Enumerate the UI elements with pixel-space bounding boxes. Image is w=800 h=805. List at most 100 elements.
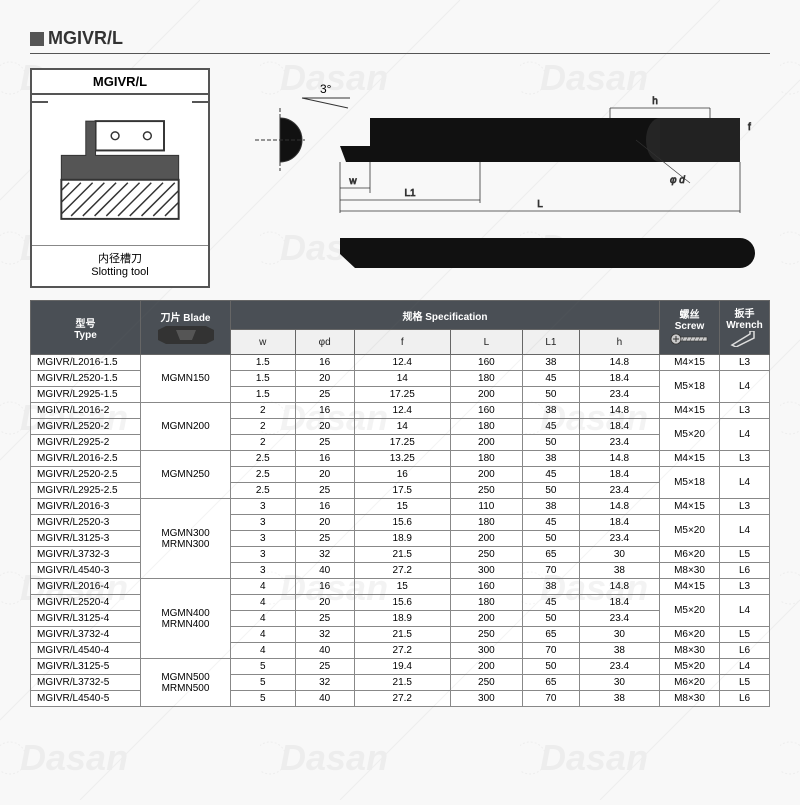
cell-spec: 13.25: [354, 451, 450, 467]
cell-spec: 4: [231, 595, 296, 611]
cell-spec: 21.5: [354, 547, 450, 563]
cell-wrench: L4: [720, 659, 770, 675]
cell-type: MGIVR/L2925-1.5: [31, 387, 141, 403]
cell-spec: 250: [450, 483, 522, 499]
spec-col-header: w: [231, 330, 296, 355]
cell-spec: 38: [579, 643, 659, 659]
table-row: MGIVR/L2016-1.5MGMN1501.51612.41603814.8…: [31, 355, 770, 371]
cell-screw: M8×30: [660, 563, 720, 579]
svg-text:L: L: [537, 199, 543, 210]
cell-spec: 17.25: [354, 387, 450, 403]
cell-spec: 180: [450, 371, 522, 387]
cell-screw: M8×30: [660, 643, 720, 659]
cell-spec: 70: [523, 691, 580, 707]
table-row: MGIVR/L3125-5MGMN500 MRMN50052519.420050…: [31, 659, 770, 675]
cell-spec: 27.2: [354, 691, 450, 707]
svg-text:L1: L1: [404, 188, 416, 199]
cell-wrench: L3: [720, 579, 770, 595]
cell-spec: 23.4: [579, 531, 659, 547]
cell-spec: 3: [231, 563, 296, 579]
col-type-cn: 型号: [35, 315, 136, 330]
cell-spec: 50: [523, 611, 580, 627]
cell-type: MGIVR/L2520-3: [31, 515, 141, 531]
cell-spec: 38: [523, 579, 580, 595]
cell-type: MGIVR/L2925-2: [31, 435, 141, 451]
cell-blade: MGMN150: [141, 355, 231, 403]
cell-spec: 25: [295, 611, 354, 627]
cell-spec: 3: [231, 515, 296, 531]
cell-type: MGIVR/L4540-5: [31, 691, 141, 707]
cell-spec: 4: [231, 643, 296, 659]
col-type-en: Type: [35, 330, 136, 341]
cell-spec: 14: [354, 419, 450, 435]
title-marker-icon: [30, 32, 44, 46]
spec-col-header: L1: [523, 330, 580, 355]
tool-side-view: [340, 238, 755, 268]
cell-spec: 38: [523, 499, 580, 515]
cell-spec: 30: [579, 675, 659, 691]
cell-spec: 27.2: [354, 643, 450, 659]
cell-spec: 250: [450, 547, 522, 563]
diagram-footer-en: Slotting tool: [32, 266, 208, 278]
col-blade-en: Blade: [183, 313, 210, 324]
cell-spec: 14: [354, 371, 450, 387]
cell-blade: MGMN500 MRMN500: [141, 659, 231, 707]
cell-spec: 16: [295, 355, 354, 371]
cell-spec: 15.6: [354, 595, 450, 611]
cell-spec: 200: [450, 467, 522, 483]
cell-spec: 14.8: [579, 451, 659, 467]
cell-spec: 32: [295, 675, 354, 691]
cell-screw: M4×15: [660, 499, 720, 515]
cell-wrench: L3: [720, 355, 770, 371]
cell-spec: 16: [354, 467, 450, 483]
cell-screw: M5×20: [660, 419, 720, 451]
cell-spec: 30: [579, 547, 659, 563]
cell-spec: 250: [450, 675, 522, 691]
spec-col-header: φd: [295, 330, 354, 355]
cell-wrench: L3: [720, 403, 770, 419]
cell-spec: 23.4: [579, 659, 659, 675]
cell-type: MGIVR/L2016-2.5: [31, 451, 141, 467]
cell-spec: 2: [231, 403, 296, 419]
cell-spec: 17.25: [354, 435, 450, 451]
cell-spec: 65: [523, 547, 580, 563]
cell-spec: 30: [579, 627, 659, 643]
screw-icon: [670, 332, 710, 346]
cell-spec: 18.4: [579, 515, 659, 531]
cell-spec: 12.4: [354, 355, 450, 371]
cell-spec: 5: [231, 659, 296, 675]
spec-col-header: h: [579, 330, 659, 355]
cell-spec: 200: [450, 387, 522, 403]
cell-spec: 160: [450, 403, 522, 419]
cell-type: MGIVR/L3125-3: [31, 531, 141, 547]
cell-spec: 45: [523, 419, 580, 435]
cell-blade: MGMN250: [141, 451, 231, 499]
svg-text:φ d: φ d: [670, 175, 685, 186]
cell-spec: 20: [295, 515, 354, 531]
cell-spec: 12.4: [354, 403, 450, 419]
cell-blade: MGMN400 MRMN400: [141, 579, 231, 659]
cell-spec: 32: [295, 547, 354, 563]
slotting-tool-icon: [32, 95, 208, 245]
diagram-footer-cn: 内径槽刀: [32, 250, 208, 266]
cell-type: MGIVR/L2016-3: [31, 499, 141, 515]
cell-wrench: L3: [720, 451, 770, 467]
cell-type: MGIVR/L2016-1.5: [31, 355, 141, 371]
cell-spec: 23.4: [579, 435, 659, 451]
cell-wrench: L5: [720, 627, 770, 643]
cell-spec: 14.8: [579, 403, 659, 419]
col-wrench-en: Wrench: [724, 320, 765, 331]
cell-spec: 5: [231, 691, 296, 707]
cell-spec: 2: [231, 419, 296, 435]
cell-spec: 180: [450, 515, 522, 531]
page-title: MGIVR/L: [30, 20, 770, 54]
cell-spec: 200: [450, 435, 522, 451]
cell-spec: 45: [523, 515, 580, 531]
cell-type: MGIVR/L3125-5: [31, 659, 141, 675]
cell-spec: 18.4: [579, 467, 659, 483]
col-spec-en: Specification: [425, 312, 487, 323]
cell-spec: 65: [523, 627, 580, 643]
cell-wrench: L4: [720, 419, 770, 451]
cell-wrench: L4: [720, 595, 770, 627]
cell-spec: 40: [295, 691, 354, 707]
